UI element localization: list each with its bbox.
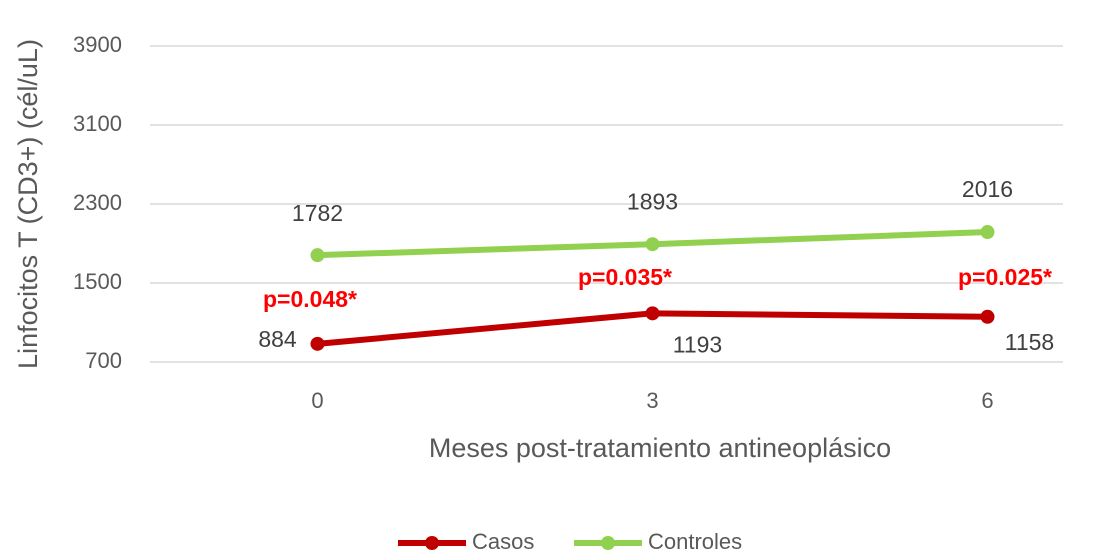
y-tick-label: 3900 [73, 32, 122, 57]
annotation: p=0.025* [958, 264, 1052, 290]
point [980, 309, 995, 324]
annotation: p=0.035* [578, 264, 672, 290]
data-label: 2016 [962, 176, 1013, 202]
y-tick-label: 3100 [73, 111, 122, 136]
point [310, 248, 325, 263]
x-axis-title: Meses post-tratamiento antineoplásico [429, 433, 891, 463]
point [310, 336, 325, 351]
legend-label: Controles [648, 529, 742, 554]
x-tick-label: 6 [981, 388, 993, 413]
legend-label: Casos [472, 529, 534, 554]
y-tick-label: 700 [85, 348, 122, 373]
data-label: 1193 [673, 331, 722, 357]
data-label: 1893 [627, 188, 678, 214]
y-axis-title: Linfocitos T (CD3+) (cél/uL) [13, 39, 43, 369]
point [645, 306, 660, 321]
data-label: 1782 [292, 200, 343, 226]
x-tick-label: 3 [646, 388, 658, 413]
legend-marker [425, 536, 439, 550]
point [645, 237, 660, 252]
point [980, 225, 995, 240]
x-tick-label: 0 [311, 388, 323, 413]
annotation: p=0.048* [263, 286, 357, 312]
data-label: 884 [258, 326, 297, 352]
y-tick-label: 1500 [73, 269, 122, 294]
legend-marker [601, 536, 615, 550]
y-tick-label: 2300 [73, 190, 122, 215]
data-label: 1158 [1005, 329, 1054, 355]
